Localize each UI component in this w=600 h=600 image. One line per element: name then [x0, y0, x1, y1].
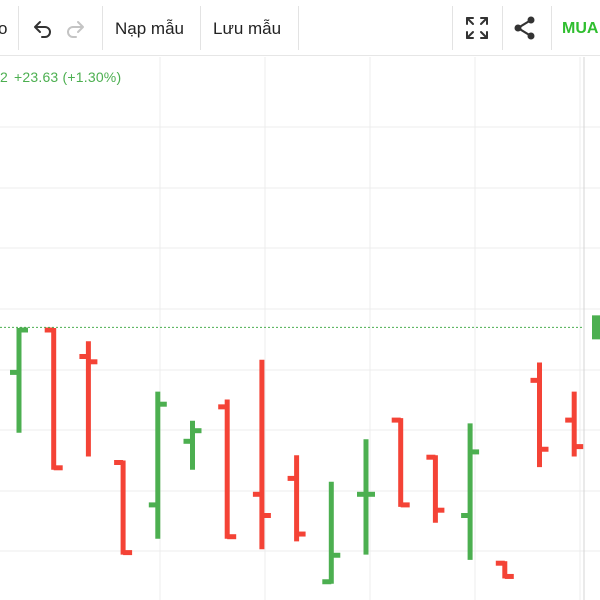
ohlc-bar[interactable]	[495, 560, 514, 579]
ohlc-bar[interactable]	[44, 327, 63, 471]
toolbar-separator	[502, 6, 503, 50]
price-change-value: +23.63	[14, 69, 59, 85]
redo-icon[interactable]	[62, 14, 90, 42]
ohlc-bar[interactable]	[218, 399, 237, 540]
ohlc-bar[interactable]	[565, 391, 584, 457]
ohlc-bar[interactable]	[183, 420, 202, 470]
price-chart[interactable]	[0, 57, 600, 600]
ohlc-bar[interactable]	[426, 454, 445, 523]
share-icon[interactable]	[511, 14, 539, 42]
ohlc-bar[interactable]	[252, 359, 271, 550]
price-change-percent: (+1.30%)	[62, 69, 122, 85]
toolbar-separator	[298, 6, 299, 50]
fullscreen-icon[interactable]	[463, 14, 491, 42]
undo-icon[interactable]	[28, 14, 56, 42]
ohlc-bar[interactable]	[461, 423, 480, 560]
toolbar-separator	[551, 6, 552, 50]
buy-button[interactable]: MUA	[562, 20, 599, 37]
ohlc-bar[interactable]	[287, 455, 306, 542]
load-template-button[interactable]: Nạp mẫu	[115, 19, 184, 38]
ohlc-bar[interactable]	[322, 481, 341, 585]
chart-toolbar: o Nạp mẫu Lưu mẫu MUA	[0, 0, 600, 56]
ohlc-bar[interactable]	[114, 460, 133, 556]
toolbar-left-fragment[interactable]: o	[0, 19, 8, 38]
toolbar-separator	[452, 6, 453, 50]
toolbar-separator	[18, 6, 19, 50]
current-price-label	[592, 315, 600, 340]
price-value-fragment: 2	[0, 69, 8, 85]
price-change-legend: 2 +23.63 (+1.30%)	[0, 66, 121, 88]
ohlc-bar[interactable]	[148, 391, 167, 539]
toolbar-separator	[200, 6, 201, 50]
save-template-button[interactable]: Lưu mẫu	[213, 19, 282, 38]
ohlc-bar[interactable]	[357, 439, 375, 555]
ohlc-bar[interactable]	[10, 327, 28, 433]
ohlc-bar[interactable]	[79, 341, 98, 457]
ohlc-bar[interactable]	[391, 417, 410, 508]
toolbar-separator	[102, 6, 103, 50]
ohlc-bar[interactable]	[530, 362, 549, 468]
